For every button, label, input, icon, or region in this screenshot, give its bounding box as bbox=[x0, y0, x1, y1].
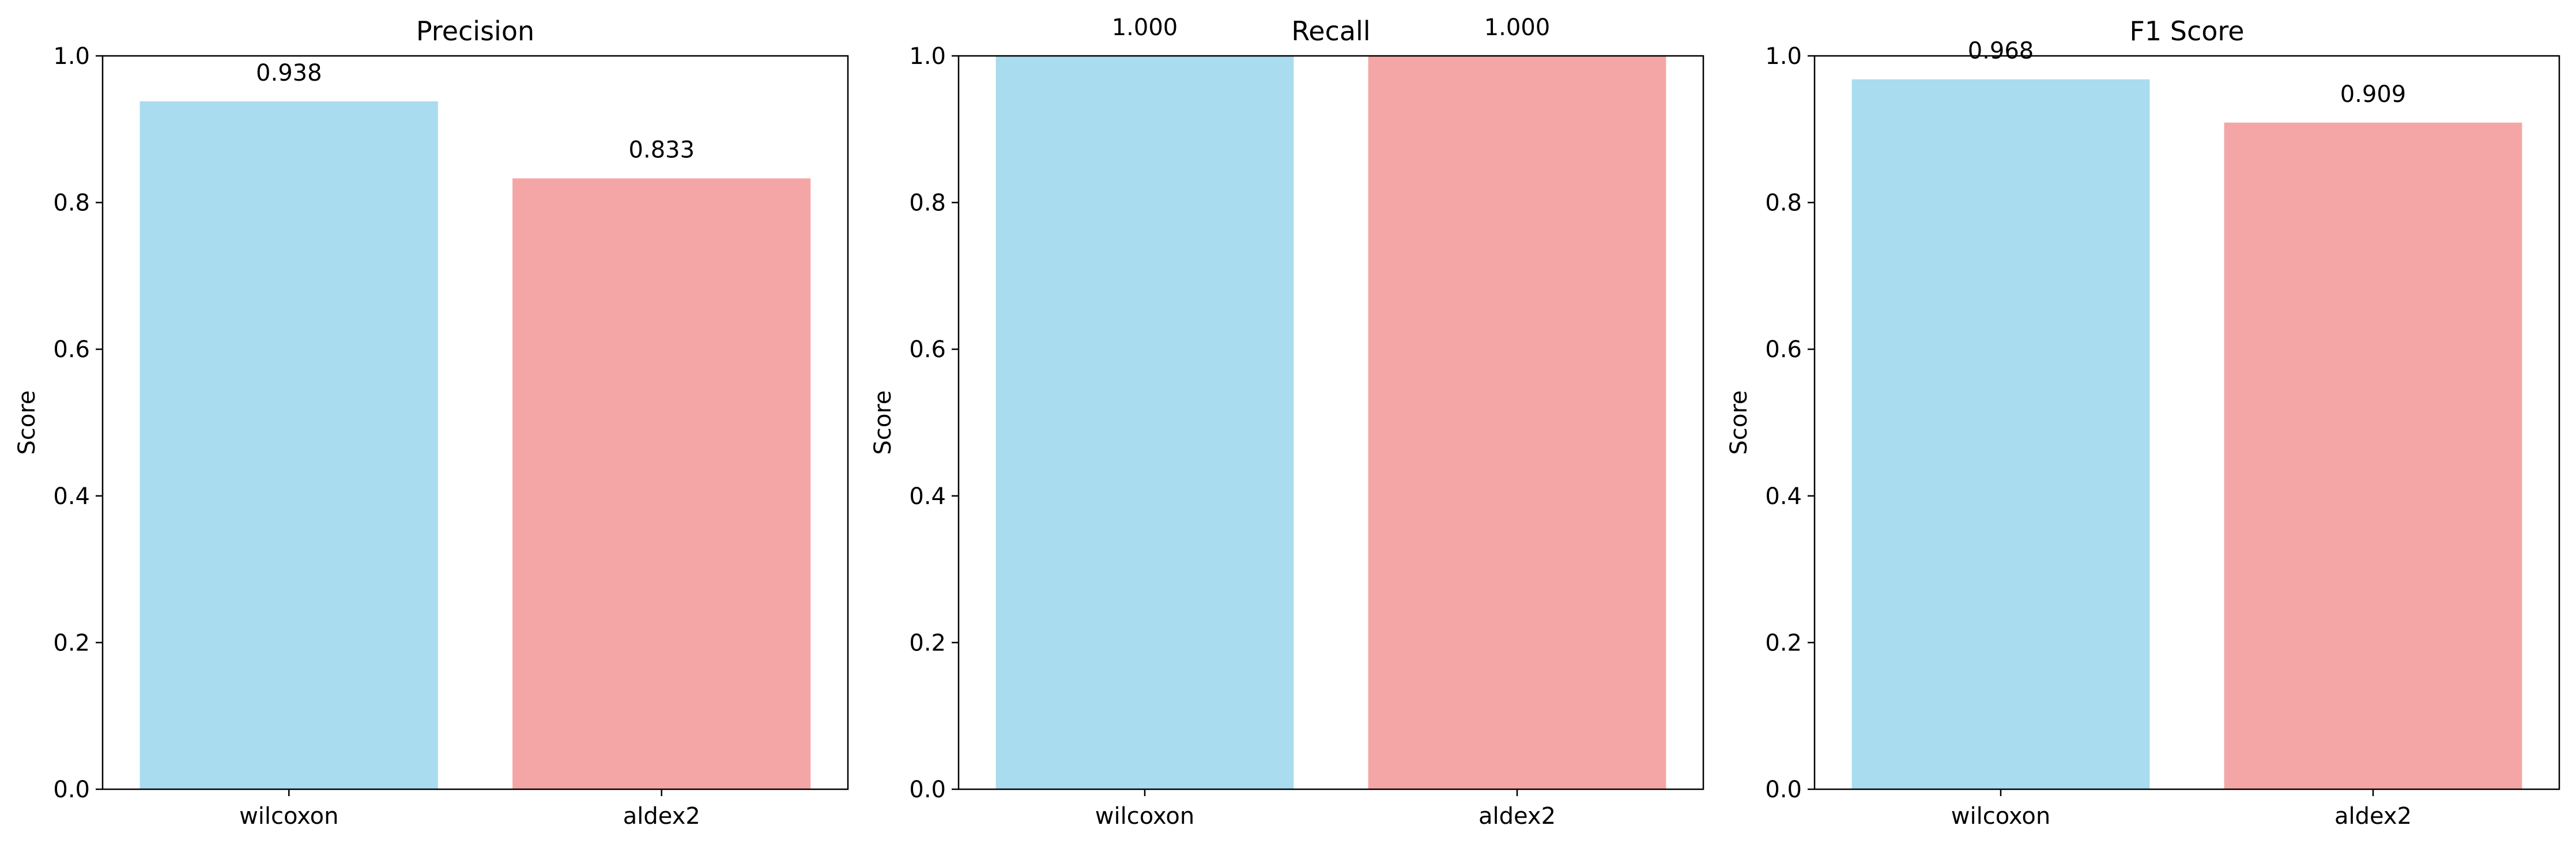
chart-panel-3: 0.968 wilcoxon 0.909 aldex2 0.0 0.2 0.4 0.6 0.8 1… bbox=[1726, 16, 2560, 830]
x-tick-label: wilcoxon bbox=[239, 803, 338, 830]
axes-frame bbox=[101, 55, 849, 790]
x-tick-label: aldex2 bbox=[2334, 803, 2412, 830]
y-tick-label: 0.4 bbox=[53, 483, 90, 510]
y-tick-label: 0.0 bbox=[1765, 777, 1802, 803]
bar-value-label: 0.938 bbox=[256, 60, 322, 86]
y-tick-label: 0.6 bbox=[53, 336, 90, 363]
x-tick-label: aldex2 bbox=[1479, 803, 1556, 830]
y-axis-label: Score bbox=[14, 390, 40, 455]
bar-value-label: 0.909 bbox=[2340, 81, 2407, 108]
y-axis-label: Score bbox=[1726, 390, 1752, 455]
chart-title: F1 Score bbox=[2129, 16, 2244, 47]
axes-frame bbox=[1813, 55, 2560, 790]
y-tick-label: 1.0 bbox=[1765, 43, 1802, 70]
y-tick-label: 0.8 bbox=[53, 190, 90, 217]
y-tick-label: 0.8 bbox=[909, 190, 946, 217]
x-tick-label: aldex2 bbox=[623, 803, 700, 830]
chart-panel-2: 1.000 wilcoxon 1.000 aldex2 0.0 0.2 0.4 0.6 0.8 1… bbox=[870, 14, 1704, 830]
y-tick-label: 0.2 bbox=[53, 630, 90, 656]
y-tick-label: 0.2 bbox=[909, 630, 946, 656]
axes-frame bbox=[957, 55, 1704, 790]
bar-aldex2 bbox=[512, 178, 811, 790]
y-tick-label: 1.0 bbox=[53, 43, 90, 70]
bar-value-label: 0.833 bbox=[629, 137, 695, 164]
x-tick-label: wilcoxon bbox=[1951, 803, 2050, 830]
y-tick-label: 0.0 bbox=[909, 777, 946, 803]
chart-title: Recall bbox=[1291, 16, 1370, 47]
bar-value-label: 1.000 bbox=[1112, 14, 1178, 41]
y-tick-label: 0.6 bbox=[1765, 336, 1802, 363]
bar-value-label: 0.968 bbox=[1968, 38, 2034, 65]
y-tick-label: 0.0 bbox=[53, 777, 90, 803]
y-axis-label: Score bbox=[870, 390, 896, 455]
bar-aldex2 bbox=[2224, 122, 2522, 789]
bar-aldex2 bbox=[1368, 56, 1666, 789]
bar-value-label: 1.000 bbox=[1484, 14, 1551, 41]
y-tick-label: 0.2 bbox=[1765, 630, 1802, 656]
chart-title: Precision bbox=[416, 16, 534, 47]
chart-panel-1: 0.938 wilcoxon 0.833 aldex2 0.0 0.2 0.4 0.6 0.8 1… bbox=[14, 16, 849, 830]
bar-wilcoxon bbox=[995, 56, 1294, 789]
bar-wilcoxon bbox=[139, 101, 438, 789]
bar-wilcoxon bbox=[1851, 79, 2150, 790]
y-tick-label: 0.4 bbox=[1765, 483, 1802, 510]
y-tick-label: 0.4 bbox=[909, 483, 946, 510]
y-tick-label: 0.6 bbox=[909, 336, 946, 363]
y-tick-label: 0.8 bbox=[1765, 190, 1802, 217]
x-tick-label: wilcoxon bbox=[1095, 803, 1194, 830]
y-tick-label: 1.0 bbox=[909, 43, 946, 70]
